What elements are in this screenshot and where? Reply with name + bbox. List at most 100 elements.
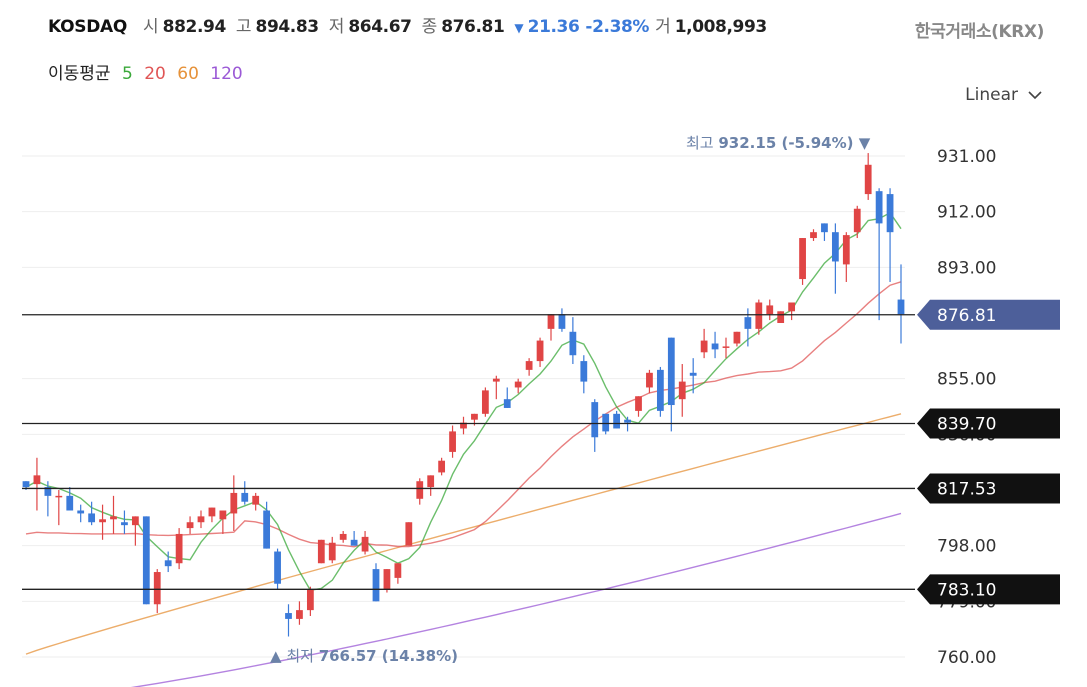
candle-body xyxy=(602,413,610,432)
candle-body xyxy=(197,516,205,523)
scale-label: Linear xyxy=(965,85,1018,105)
candle-body xyxy=(635,396,642,411)
candle-body xyxy=(744,317,752,329)
candle-body xyxy=(416,481,424,499)
candle xyxy=(230,475,238,532)
candle xyxy=(99,504,106,540)
scale-dropdown[interactable]: Linear xyxy=(965,85,1042,105)
candle-body xyxy=(285,613,292,619)
ma-60-toggle[interactable]: 60 xyxy=(177,64,199,84)
candle-body xyxy=(580,361,588,382)
candle xyxy=(372,563,380,602)
candle-body xyxy=(121,522,128,526)
candle xyxy=(274,548,281,590)
candle-body xyxy=(624,419,631,423)
candle-body xyxy=(252,495,260,505)
candle-body xyxy=(831,232,839,262)
candle xyxy=(897,264,905,344)
line-price-tag: 817.53 xyxy=(917,473,1060,504)
candle-body xyxy=(306,589,314,611)
min-price-label: 최저 xyxy=(286,647,318,665)
candle xyxy=(667,337,675,432)
candle xyxy=(153,569,161,614)
candle xyxy=(656,366,664,417)
candle-body xyxy=(656,369,664,411)
candle-body xyxy=(131,516,139,526)
candle xyxy=(33,457,41,511)
candle-body xyxy=(219,510,227,520)
candle-body xyxy=(886,194,894,233)
quote-header: KOSDAQ 시 882.94 고 894.83 저 864.67 종 876.… xyxy=(48,12,777,38)
candle-body xyxy=(33,475,41,485)
candle xyxy=(88,501,96,526)
ma-legend-label: 이동평균 xyxy=(48,64,111,84)
volume-value: 1,008,993 xyxy=(674,17,768,37)
candle-body xyxy=(613,413,621,429)
candle-body xyxy=(842,235,850,265)
ma-20-toggle[interactable]: 20 xyxy=(144,64,166,84)
line-price-tag: 783.10 xyxy=(917,574,1060,605)
open-label: 시 xyxy=(143,17,159,37)
ma-120-toggle[interactable]: 120 xyxy=(210,64,243,84)
candle xyxy=(306,586,314,616)
candle xyxy=(317,539,325,564)
line-price-tag-shape xyxy=(917,473,1060,504)
candle xyxy=(503,387,511,408)
candle-body xyxy=(799,238,806,280)
candle-body xyxy=(646,372,653,388)
candle xyxy=(142,516,150,605)
candle-body xyxy=(755,302,763,329)
candle xyxy=(416,478,424,505)
candle-body xyxy=(383,569,391,590)
low-label: 저 xyxy=(328,17,345,37)
candle-body xyxy=(427,475,435,488)
candle-body xyxy=(394,563,402,578)
candle xyxy=(438,457,446,476)
candle-body xyxy=(481,390,489,414)
candle xyxy=(131,516,139,546)
candle xyxy=(831,223,839,294)
candle-body xyxy=(722,346,730,348)
max-price-value: 932.15 (-5.94%) xyxy=(718,134,858,152)
candle-body xyxy=(449,431,456,452)
candle-body xyxy=(186,522,194,529)
candles xyxy=(22,153,905,637)
candle-body xyxy=(438,460,446,473)
candle xyxy=(842,232,850,282)
candle xyxy=(536,337,544,367)
candle xyxy=(328,536,336,564)
moving-average-lines xyxy=(25,211,902,687)
candle xyxy=(853,205,861,239)
candle xyxy=(558,308,566,332)
candle xyxy=(339,531,347,543)
candle xyxy=(263,501,271,549)
candle xyxy=(383,569,391,593)
y-tick-label: 931.00 xyxy=(937,147,996,167)
candle xyxy=(678,364,686,417)
y-tick-label: 798.00 xyxy=(937,537,996,557)
candle-body xyxy=(853,208,861,233)
candle xyxy=(569,317,577,365)
candle-body xyxy=(536,340,544,362)
line-price-tag: 839.70 xyxy=(917,408,1060,439)
candle xyxy=(810,229,817,241)
candle-body xyxy=(777,311,785,323)
candle-body xyxy=(350,539,358,546)
candle-body xyxy=(558,314,566,329)
max-price-label: 최고 xyxy=(686,134,718,152)
min-marker-icon: ▲ xyxy=(270,647,286,665)
line-price-tag-label: 839.70 xyxy=(937,414,996,434)
ma-5-toggle[interactable]: 5 xyxy=(121,64,133,84)
candle xyxy=(66,487,74,511)
candle xyxy=(722,337,730,359)
candle-body xyxy=(678,381,686,400)
horizontal-lines xyxy=(22,314,915,590)
data-source: 한국거래소(KRX) xyxy=(914,22,1045,42)
candle xyxy=(547,314,555,341)
candle-body xyxy=(503,399,511,408)
candle xyxy=(733,331,741,347)
candle-body xyxy=(569,331,577,356)
current-price-tag: 876.81 xyxy=(917,299,1060,330)
candle-body xyxy=(525,361,533,370)
